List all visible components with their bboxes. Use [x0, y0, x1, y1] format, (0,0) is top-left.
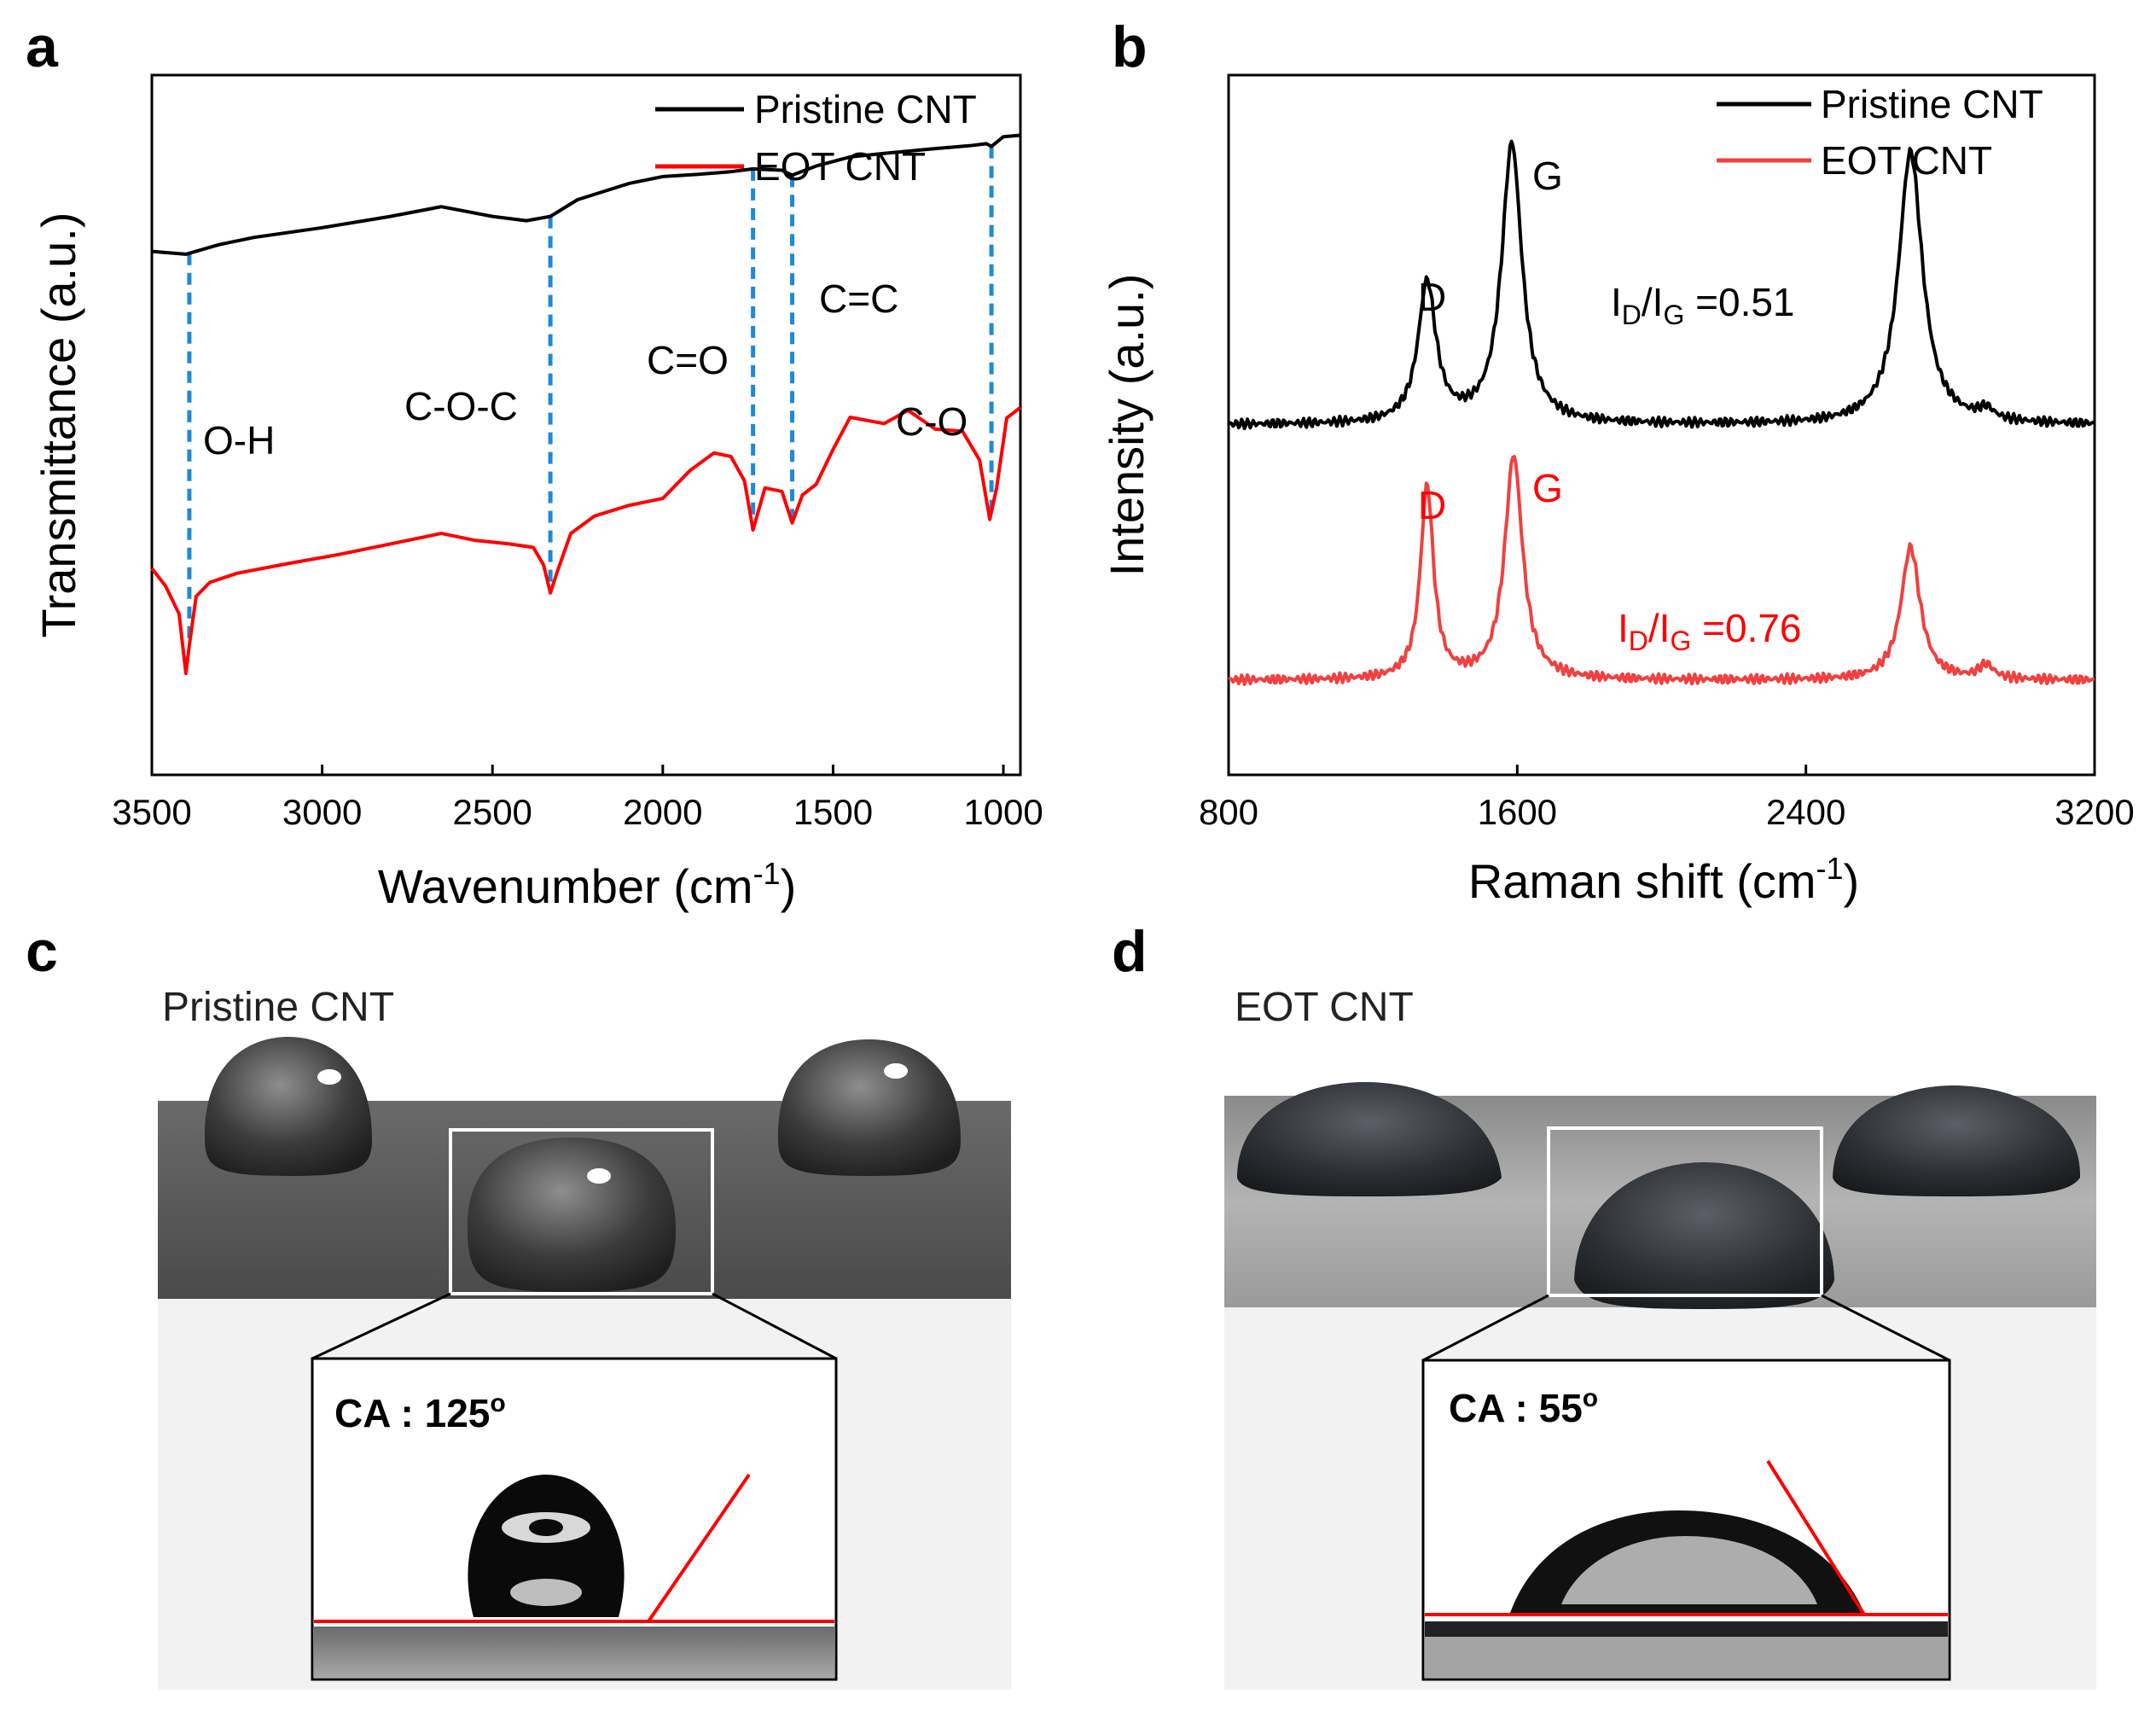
- ftir-annotation-coc: C-O-C: [404, 384, 518, 428]
- tangent-line-eot: [1766, 1459, 1866, 1616]
- raman-x-tick-label: 2400: [1766, 792, 1845, 832]
- droplet-highlight: [317, 1069, 341, 1085]
- ftir-annotation-cc-double: C=C: [819, 276, 898, 321]
- raman-series-pristine: [1227, 139, 2095, 431]
- ftir-tick-group: 3500 3000 2500 2000 1500 1000: [112, 765, 1043, 832]
- ftir-series-eot: [150, 405, 1022, 676]
- contact-angle-pristine: CA : 125o: [334, 1389, 506, 1435]
- water-droplet-center-pristine: [467, 1138, 676, 1292]
- ftir-x-axis-title: Wavenumber (cm-1): [378, 856, 796, 913]
- raman-x-axis-title: Raman shift (cm-1): [1468, 851, 1859, 908]
- raman-label-d-pristine: D: [1418, 275, 1446, 319]
- ftir-x-tick-label: 1500: [793, 792, 873, 832]
- raman-ratio-eot: ID/IG =0.76: [1618, 606, 1802, 656]
- panel-label-b: b: [1112, 15, 1148, 79]
- ftir-legend-eot: EOT CNT: [754, 144, 926, 189]
- ftir-x-tick-label: 3500: [112, 792, 191, 832]
- raman-y-axis-title: Intensity (a.u.): [1100, 274, 1154, 577]
- photo-title-eot: EOT CNT: [1235, 985, 1414, 1030]
- zoom-box-pristine: [449, 1128, 714, 1295]
- ftir-x-tick-label: 2000: [623, 792, 702, 832]
- water-droplet-left-eot: [1237, 1082, 1502, 1196]
- raman-series-group: [1227, 139, 2095, 686]
- ftir-annotation-co: C-O: [896, 399, 968, 444]
- inset-substrate-edge-eot: [1425, 1621, 1948, 1637]
- contact-angle-photo-eot: EOT CNT CA : 55o: [1224, 985, 2096, 1690]
- ftir-y-axis-title: Transmittance (a.u.): [32, 212, 85, 638]
- zoom-connector-right: [712, 1292, 837, 1360]
- zoom-connector-right-eot: [1821, 1294, 1950, 1362]
- raman-x-tick-label: 1600: [1478, 792, 1557, 832]
- raman-ratio-pristine: ID/IG =0.51: [1611, 280, 1795, 330]
- ftir-series-pristine: [151, 133, 1021, 256]
- ftir-x-tick-label: 1000: [963, 792, 1043, 832]
- ftir-plot-frame: [150, 73, 1022, 777]
- ftir-legend-pristine: Pristine CNT: [754, 87, 977, 131]
- droplet-highlight: [587, 1168, 611, 1184]
- droplet-highlight: [884, 1063, 908, 1079]
- ftir-x-tick-label: 2500: [452, 792, 532, 832]
- ftir-chart: 3500 3000 2500 2000 1500 1000 Pristine CNT EO…: [32, 73, 1043, 913]
- water-droplet-right-pristine: [777, 1039, 961, 1176]
- zoom-box-eot: [1547, 1126, 1823, 1297]
- side-droplet-reflection-eot: [1561, 1536, 1817, 1604]
- raman-x-tick-label: 800: [1199, 792, 1258, 832]
- side-droplet-reflection-core: [529, 1519, 563, 1536]
- ftir-x-tick-label: 3000: [282, 792, 362, 832]
- ftir-marker-group: [187, 146, 994, 646]
- raman-plot-frame: [1227, 73, 2096, 777]
- raman-legend-pristine: Pristine CNT: [1821, 82, 2043, 126]
- zoom-connector-left-eot: [1422, 1294, 1549, 1362]
- water-droplet-left-pristine: [204, 1037, 372, 1176]
- tangent-line-pristine: [647, 1473, 751, 1623]
- contact-angle-eot: CA : 55o: [1449, 1384, 1598, 1430]
- panel-label-d: d: [1112, 919, 1148, 984]
- contact-angle-photo-pristine: Pristine CNT CA : 125o: [158, 985, 1011, 1690]
- side-droplet-pristine: [468, 1475, 625, 1617]
- ftir-series-group: [150, 133, 1022, 676]
- ftir-annotation-co-double: C=O: [647, 338, 729, 382]
- ftir-annotation-oh: O-H: [203, 418, 275, 463]
- zoom-connector-left: [311, 1292, 451, 1360]
- raman-label-g-eot: G: [1532, 466, 1563, 510]
- raman-label-g-pristine: G: [1532, 154, 1563, 198]
- side-droplet-lower-reflection: [510, 1579, 582, 1606]
- water-droplet-right-eot: [1833, 1085, 2081, 1196]
- panel-label-c: c: [26, 919, 58, 984]
- raman-x-tick-label: 3200: [2054, 792, 2134, 832]
- water-droplet-center-eot: [1574, 1162, 1834, 1309]
- inset-substrate-pristine: [314, 1627, 834, 1678]
- photo-title-pristine: Pristine CNT: [162, 985, 394, 1030]
- raman-series-eot: [1227, 455, 2095, 686]
- raman-chart: 800 1600 2400 3200 Pristine CNT EOT CNT D G…: [1100, 73, 2135, 908]
- raman-legend-eot: EOT CNT: [1821, 138, 1992, 183]
- raman-tick-group: 800 1600 2400 3200: [1199, 765, 2135, 832]
- panel-label-a: a: [26, 15, 59, 79]
- raman-label-d-eot: D: [1418, 483, 1446, 527]
